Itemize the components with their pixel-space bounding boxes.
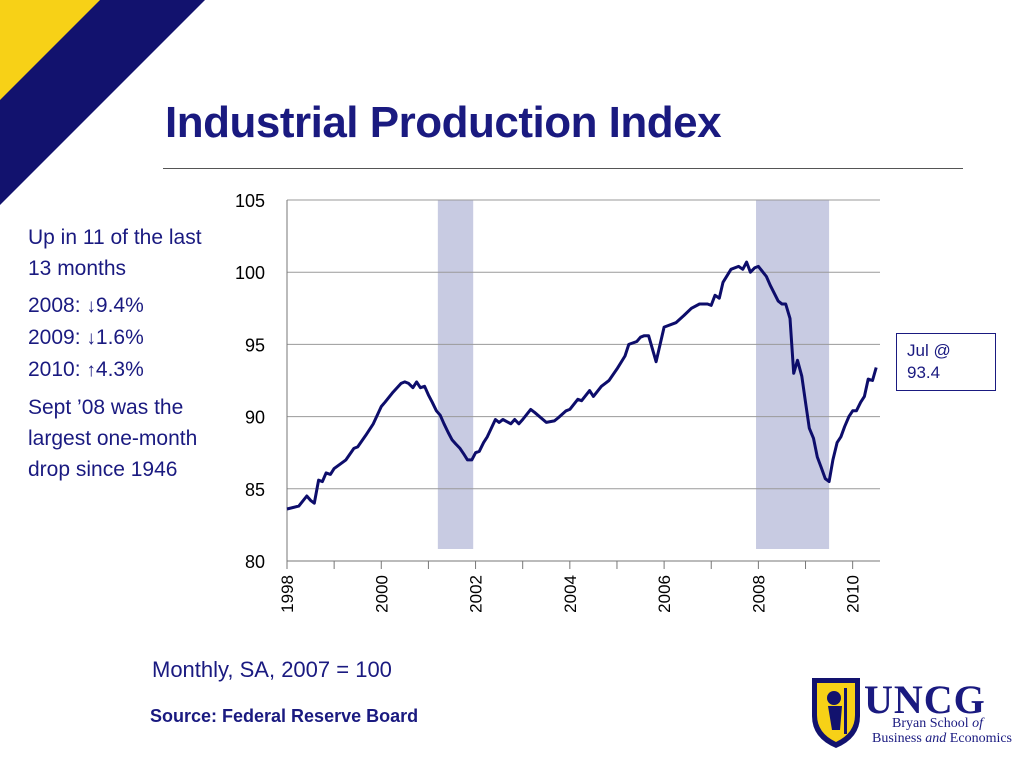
source-note: Source: Federal Reserve Board <box>150 706 419 726</box>
uncg-logo <box>812 678 860 748</box>
logo-text-part: and <box>925 731 947 746</box>
y-tick-label: 90 <box>245 408 265 428</box>
logo-text-part: Business <box>872 731 922 746</box>
title-divider <box>163 168 963 169</box>
x-tick-label: 2006 <box>655 575 674 613</box>
stat-2008: 2008: ↓9.4% <box>28 290 208 322</box>
gridlines <box>287 199 880 490</box>
stat-label: 2010: <box>28 358 81 381</box>
y-tick-label: 95 <box>245 335 265 355</box>
y-tick-label: 105 <box>235 191 265 211</box>
corner-navy-band <box>0 0 205 205</box>
slide-title: Industrial Production Index <box>165 98 722 147</box>
axes <box>286 200 880 569</box>
stat-2009: 2009: ↓1.6% <box>28 322 208 354</box>
x-tick-label: 2004 <box>561 575 580 613</box>
y-tick-label: 85 <box>245 480 265 500</box>
stat-2010: 2010: ↑4.3% <box>28 354 208 386</box>
logo-school-line1: Bryan School of <box>892 716 983 732</box>
spartan-shield-icon <box>812 678 860 748</box>
y-tick-label: 100 <box>235 263 265 283</box>
recession-band <box>437 200 474 549</box>
x-tick-label: 2010 <box>844 575 863 613</box>
stat-value: 9.4% <box>95 294 144 317</box>
down-arrow-icon: ↓ <box>86 296 96 317</box>
series-line-ip-index <box>286 260 878 511</box>
logo-text-part: of <box>972 716 983 731</box>
corner-yellow-band <box>0 0 100 100</box>
up-arrow-icon: ↑ <box>86 360 96 381</box>
x-tick-label: 1998 <box>278 575 297 613</box>
y-tick-label: 80 <box>245 552 265 572</box>
logo-text-part: Bryan School <box>892 716 969 731</box>
chart-subtitle: Monthly, SA, 2007 = 100 <box>152 657 392 682</box>
note-months-up: Up in 11 of the last 13 months <box>28 226 202 280</box>
sidebar-notes: Up in 11 of the last 13 months 2008: ↓9.… <box>28 222 208 491</box>
stat-value: 1.6% <box>95 326 144 349</box>
latest-value-callout: Jul @ 93.4 <box>896 333 996 391</box>
y-tick-labels: 80 85 90 95 100 105 <box>235 191 265 572</box>
recession-band <box>756 200 830 549</box>
x-tick-label: 2000 <box>372 575 391 613</box>
x-tick-labels: 1998 2000 2002 2004 2006 2008 2010 <box>278 575 863 613</box>
stat-value: 4.3% <box>95 358 144 381</box>
series-line-layer <box>286 260 878 511</box>
x-tick-label: 2002 <box>467 575 486 613</box>
callout-line2: 93.4 <box>907 363 941 382</box>
callout-line1: Jul @ <box>907 341 951 360</box>
x-tick-label: 2008 <box>749 575 768 613</box>
logo-text-part: Economics <box>949 731 1013 746</box>
note-largest-drop: Sept ’08 was the largest one-month drop … <box>28 396 198 481</box>
stat-label: 2009: <box>28 326 81 349</box>
stat-label: 2008: <box>28 294 81 317</box>
note-yearly-changes: 2008: ↓9.4% 2009: ↓1.6% 2010: ↑4.3% <box>28 290 208 386</box>
recession-bands <box>437 200 830 549</box>
down-arrow-icon: ↓ <box>86 328 96 349</box>
corner-stripe-decoration <box>0 0 205 205</box>
logo-wordmark: UNCG <box>864 677 986 722</box>
logo-school-line2: Business and Economics <box>872 731 1012 747</box>
